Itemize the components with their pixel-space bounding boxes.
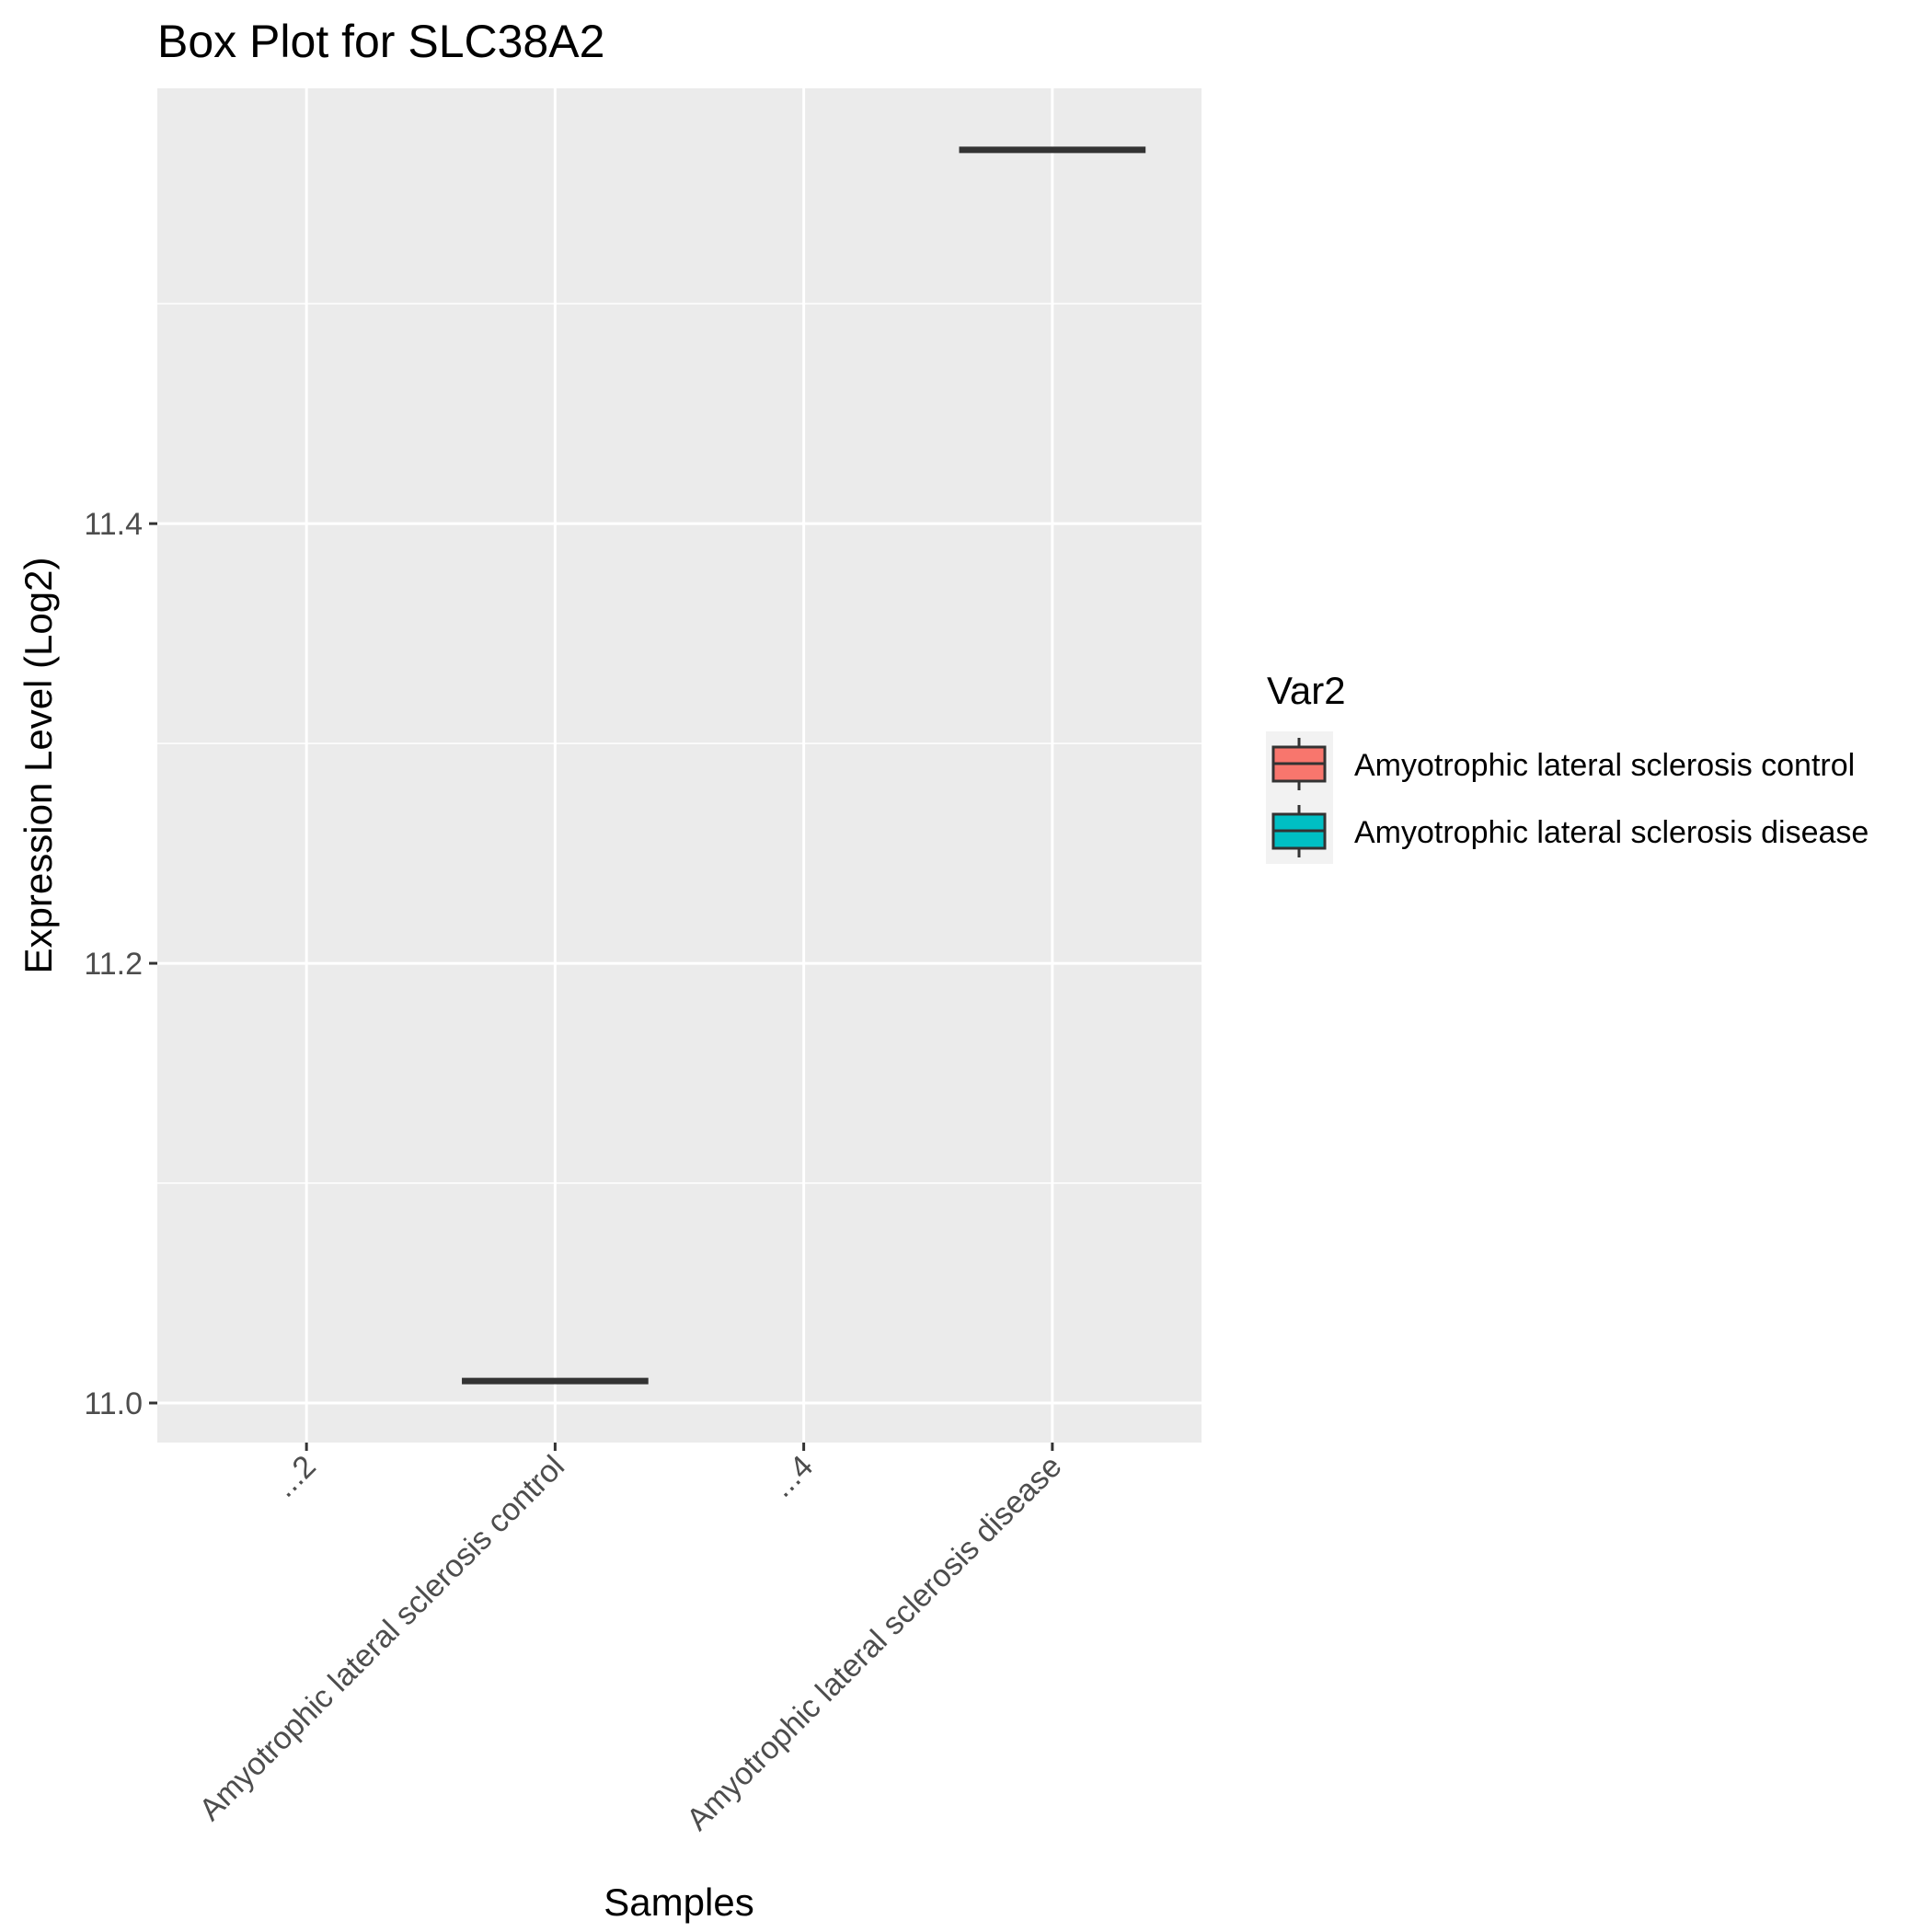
plot-panel [157, 88, 1202, 1443]
y-axis: 11.0 11.2 11.4 [84, 507, 157, 1421]
y-tick-label: 11.4 [84, 507, 143, 542]
legend: Var2 Amyotrophic lateral sclerosis contr… [1266, 669, 1869, 864]
y-tick-label: 11.2 [84, 947, 143, 982]
chart-title: Box Plot for SLC38A2 [157, 16, 604, 67]
legend-key-disease [1271, 805, 1327, 857]
legend-label-control: Amyotrophic lateral sclerosis control [1354, 748, 1855, 783]
legend-title: Var2 [1267, 669, 1346, 712]
major-gridlines [157, 88, 1202, 1443]
minor-gridlines [157, 303, 1202, 1184]
y-axis-title: Expression Level (Log2) [17, 558, 60, 974]
y-tick-label: 11.0 [84, 1386, 143, 1421]
x-axis-title: Samples [604, 1880, 753, 1924]
boxes [462, 146, 1146, 1385]
legend-label-disease: Amyotrophic lateral sclerosis disease [1354, 815, 1869, 850]
legend-key-control [1271, 738, 1327, 790]
